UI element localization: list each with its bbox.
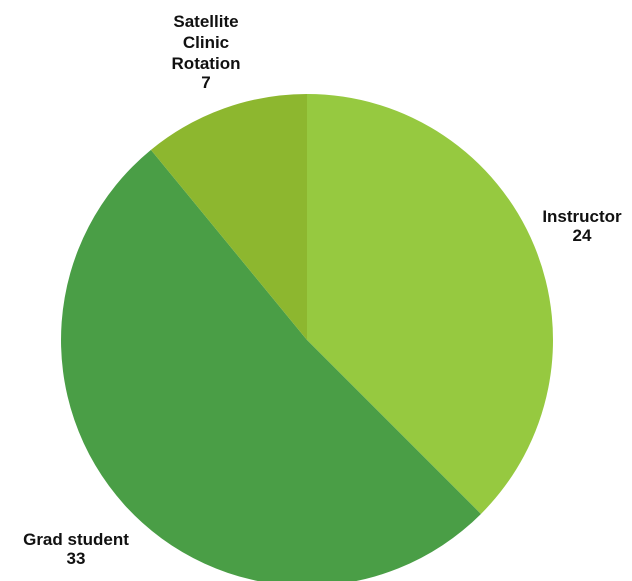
slice-label: Instructor [542, 207, 622, 226]
slice-value-label: 33 [67, 549, 86, 568]
pie-slices [61, 94, 554, 581]
pie-slice-instructor [307, 94, 554, 514]
slice-value-label: 7 [201, 73, 210, 92]
pie-slice-satellite-clinic-rotation [150, 94, 307, 340]
slice-label: Grad student [23, 530, 129, 549]
slice-label: Satellite Clinic Rotation [172, 12, 241, 73]
pie-slice-grad-student [61, 149, 481, 581]
slice-value-label: 24 [573, 226, 592, 245]
